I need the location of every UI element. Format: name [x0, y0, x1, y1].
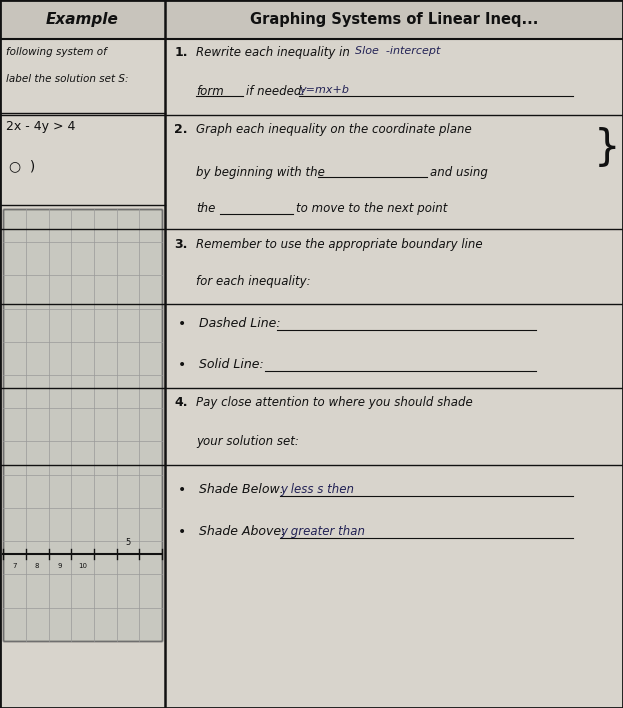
Text: y less s then: y less s then — [280, 483, 354, 496]
Text: ○  ): ○ ) — [9, 159, 36, 173]
Text: and using: and using — [430, 166, 488, 178]
Text: Dashed Line:: Dashed Line: — [199, 317, 281, 330]
Text: label the solution set S:: label the solution set S: — [6, 74, 129, 84]
Text: 2.: 2. — [174, 123, 188, 136]
Text: 4.: 4. — [174, 396, 188, 409]
Text: 5: 5 — [125, 538, 131, 547]
Text: to move to the next point: to move to the next point — [296, 202, 447, 215]
Bar — [3, 209, 162, 641]
Text: 9: 9 — [57, 563, 62, 569]
Text: Graph each inequality on the coordinate plane: Graph each inequality on the coordinate … — [196, 123, 472, 136]
Text: •: • — [178, 483, 186, 497]
Text: 7: 7 — [12, 563, 17, 569]
Text: Shade Below:: Shade Below: — [199, 483, 284, 496]
Text: form: form — [196, 85, 224, 98]
Text: 2x - 4y > 4: 2x - 4y > 4 — [6, 120, 75, 133]
Text: 8: 8 — [35, 563, 39, 569]
Text: •: • — [178, 317, 186, 331]
Text: Shade Above:: Shade Above: — [199, 525, 286, 538]
Text: Rewrite each inequality in: Rewrite each inequality in — [196, 46, 350, 59]
Text: 1.: 1. — [174, 46, 188, 59]
Text: Sloe  -intercept: Sloe -intercept — [355, 46, 440, 56]
Text: 3.: 3. — [174, 238, 188, 251]
Text: Remember to use the appropriate boundary line: Remember to use the appropriate boundary… — [196, 238, 483, 251]
Text: Solid Line:: Solid Line: — [199, 358, 264, 371]
Text: •: • — [178, 525, 186, 539]
Text: the: the — [196, 202, 216, 215]
Text: following system of: following system of — [6, 47, 107, 57]
Text: y greater than: y greater than — [280, 525, 365, 538]
Text: your solution set:: your solution set: — [196, 435, 299, 448]
Text: }: } — [593, 127, 620, 169]
Text: Pay close attention to where you should shade: Pay close attention to where you should … — [196, 396, 473, 409]
Text: if needed:: if needed: — [246, 85, 305, 98]
Text: •: • — [178, 358, 186, 372]
Text: by beginning with the: by beginning with the — [196, 166, 325, 178]
Text: Example: Example — [46, 12, 119, 27]
Text: 10: 10 — [78, 563, 87, 569]
Text: y=mx+b: y=mx+b — [299, 85, 349, 95]
Text: Graphing Systems of Linear Ineq...: Graphing Systems of Linear Ineq... — [250, 12, 538, 27]
Text: for each inequality:: for each inequality: — [196, 275, 311, 287]
Bar — [0, 0, 623, 39]
